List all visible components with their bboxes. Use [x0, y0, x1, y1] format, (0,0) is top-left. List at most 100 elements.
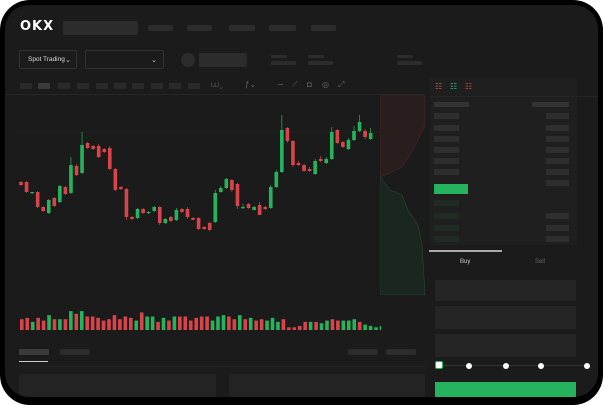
candle — [157, 207, 162, 223]
interval-button[interactable] — [58, 83, 70, 89]
stat-value — [397, 61, 422, 65]
volume-bar — [314, 321, 318, 330]
candle — [224, 179, 229, 188]
tab-buy[interactable]: Buy — [460, 259, 471, 265]
candle — [318, 159, 323, 161]
volume-bar — [281, 319, 286, 330]
candle — [191, 218, 195, 220]
slider-mark[interactable] — [466, 363, 472, 369]
volume-bar — [303, 321, 307, 330]
volume-bar — [319, 323, 324, 330]
slider-track[interactable] — [439, 365, 589, 366]
tab-sell[interactable]: Sell — [535, 259, 546, 265]
search-bar[interactable] — [63, 21, 138, 35]
candle — [91, 146, 95, 149]
line-tool-icon[interactable]: ∼ — [277, 80, 284, 89]
slider-mark[interactable] — [584, 363, 590, 369]
interval-button[interactable] — [114, 83, 126, 89]
ask-price — [434, 147, 459, 153]
fullscreen-icon[interactable]: ⤢ — [338, 80, 345, 89]
volume-bar — [330, 319, 335, 330]
book-header-amount — [532, 102, 569, 107]
volume-bar — [336, 320, 340, 330]
volume-bar — [139, 312, 144, 330]
candle — [324, 159, 329, 163]
nav-item[interactable] — [187, 25, 212, 31]
divider — [19, 366, 425, 367]
okx-logo: OKX — [20, 19, 55, 34]
slider-mark[interactable] — [538, 363, 544, 369]
amount-input[interactable] — [435, 306, 576, 329]
ask-amount — [546, 158, 569, 164]
candle — [307, 169, 312, 171]
draw-icon[interactable]: ⟋ — [292, 80, 298, 89]
ask-amount — [546, 180, 569, 186]
book-both-icon[interactable]: ☷ — [435, 82, 443, 91]
interval-button[interactable] — [132, 83, 144, 89]
candle — [102, 149, 107, 152]
tab-order-history[interactable] — [60, 349, 90, 355]
market-selector[interactable]: Spot Trading ⌄ — [19, 50, 77, 69]
volume-bar — [357, 321, 362, 330]
interval-button[interactable] — [188, 83, 200, 89]
candle — [246, 204, 251, 208]
candlestick-chart[interactable] — [5, 95, 381, 335]
settings-icon[interactable]: ◎ — [322, 80, 329, 89]
price-input[interactable] — [435, 280, 576, 301]
interval-button[interactable] — [169, 83, 181, 89]
candle — [302, 165, 306, 171]
candle — [96, 146, 101, 157]
nav-item[interactable] — [148, 25, 173, 31]
chart-type-icon[interactable]: ⩊⌄ — [211, 80, 223, 89]
volume-bar — [69, 311, 73, 330]
ask-amount — [546, 136, 569, 142]
nav-item[interactable] — [269, 25, 296, 31]
candle — [19, 182, 23, 185]
nav-item[interactable] — [229, 25, 255, 31]
candle — [24, 182, 29, 192]
tab-open-orders[interactable] — [19, 349, 49, 355]
volume-bar — [254, 320, 258, 330]
interval-button[interactable] — [151, 83, 163, 89]
buy-button[interactable] — [435, 382, 576, 397]
interval-button-active[interactable] — [38, 83, 50, 89]
candle — [152, 207, 156, 211]
volume-bar — [85, 316, 89, 330]
volume-bar — [232, 319, 237, 330]
book-bids-icon[interactable]: ☷ — [450, 82, 458, 91]
volume-bar — [161, 317, 166, 330]
slider-handle[interactable] — [435, 361, 443, 369]
volume-bar — [20, 319, 24, 330]
camera-icon[interactable]: ◘ — [307, 80, 312, 89]
interval-button[interactable] — [77, 83, 89, 89]
filter-button[interactable] — [386, 349, 416, 355]
interval-button[interactable] — [96, 83, 108, 89]
candle — [291, 141, 295, 165]
indicator-icon[interactable]: ƒ⌄ — [245, 80, 257, 89]
total-input[interactable] — [435, 334, 576, 357]
candle — [280, 130, 284, 172]
book-header-price — [434, 102, 469, 107]
tab-underline — [429, 250, 502, 252]
volume-bar — [287, 327, 291, 330]
volume-bar — [52, 319, 57, 330]
candle — [363, 131, 367, 137]
volume-bar — [270, 317, 275, 330]
volume-bar — [183, 316, 188, 330]
slider-mark[interactable] — [503, 363, 509, 369]
volume-bar — [216, 316, 220, 330]
nav-item[interactable] — [311, 25, 336, 31]
volume-bar — [63, 319, 68, 330]
volume-bar — [145, 316, 149, 330]
volume-bar — [210, 320, 215, 330]
filter-button[interactable] — [348, 349, 378, 355]
candle — [352, 131, 356, 140]
assets-panel — [19, 374, 216, 397]
book-asks-icon[interactable]: ☷ — [465, 82, 473, 91]
pair-selector[interactable]: ⌄ — [85, 50, 164, 69]
bid-price — [434, 236, 459, 242]
interval-button[interactable] — [20, 83, 32, 89]
candle — [46, 200, 51, 213]
stat-label — [271, 55, 287, 58]
candle — [108, 148, 112, 169]
